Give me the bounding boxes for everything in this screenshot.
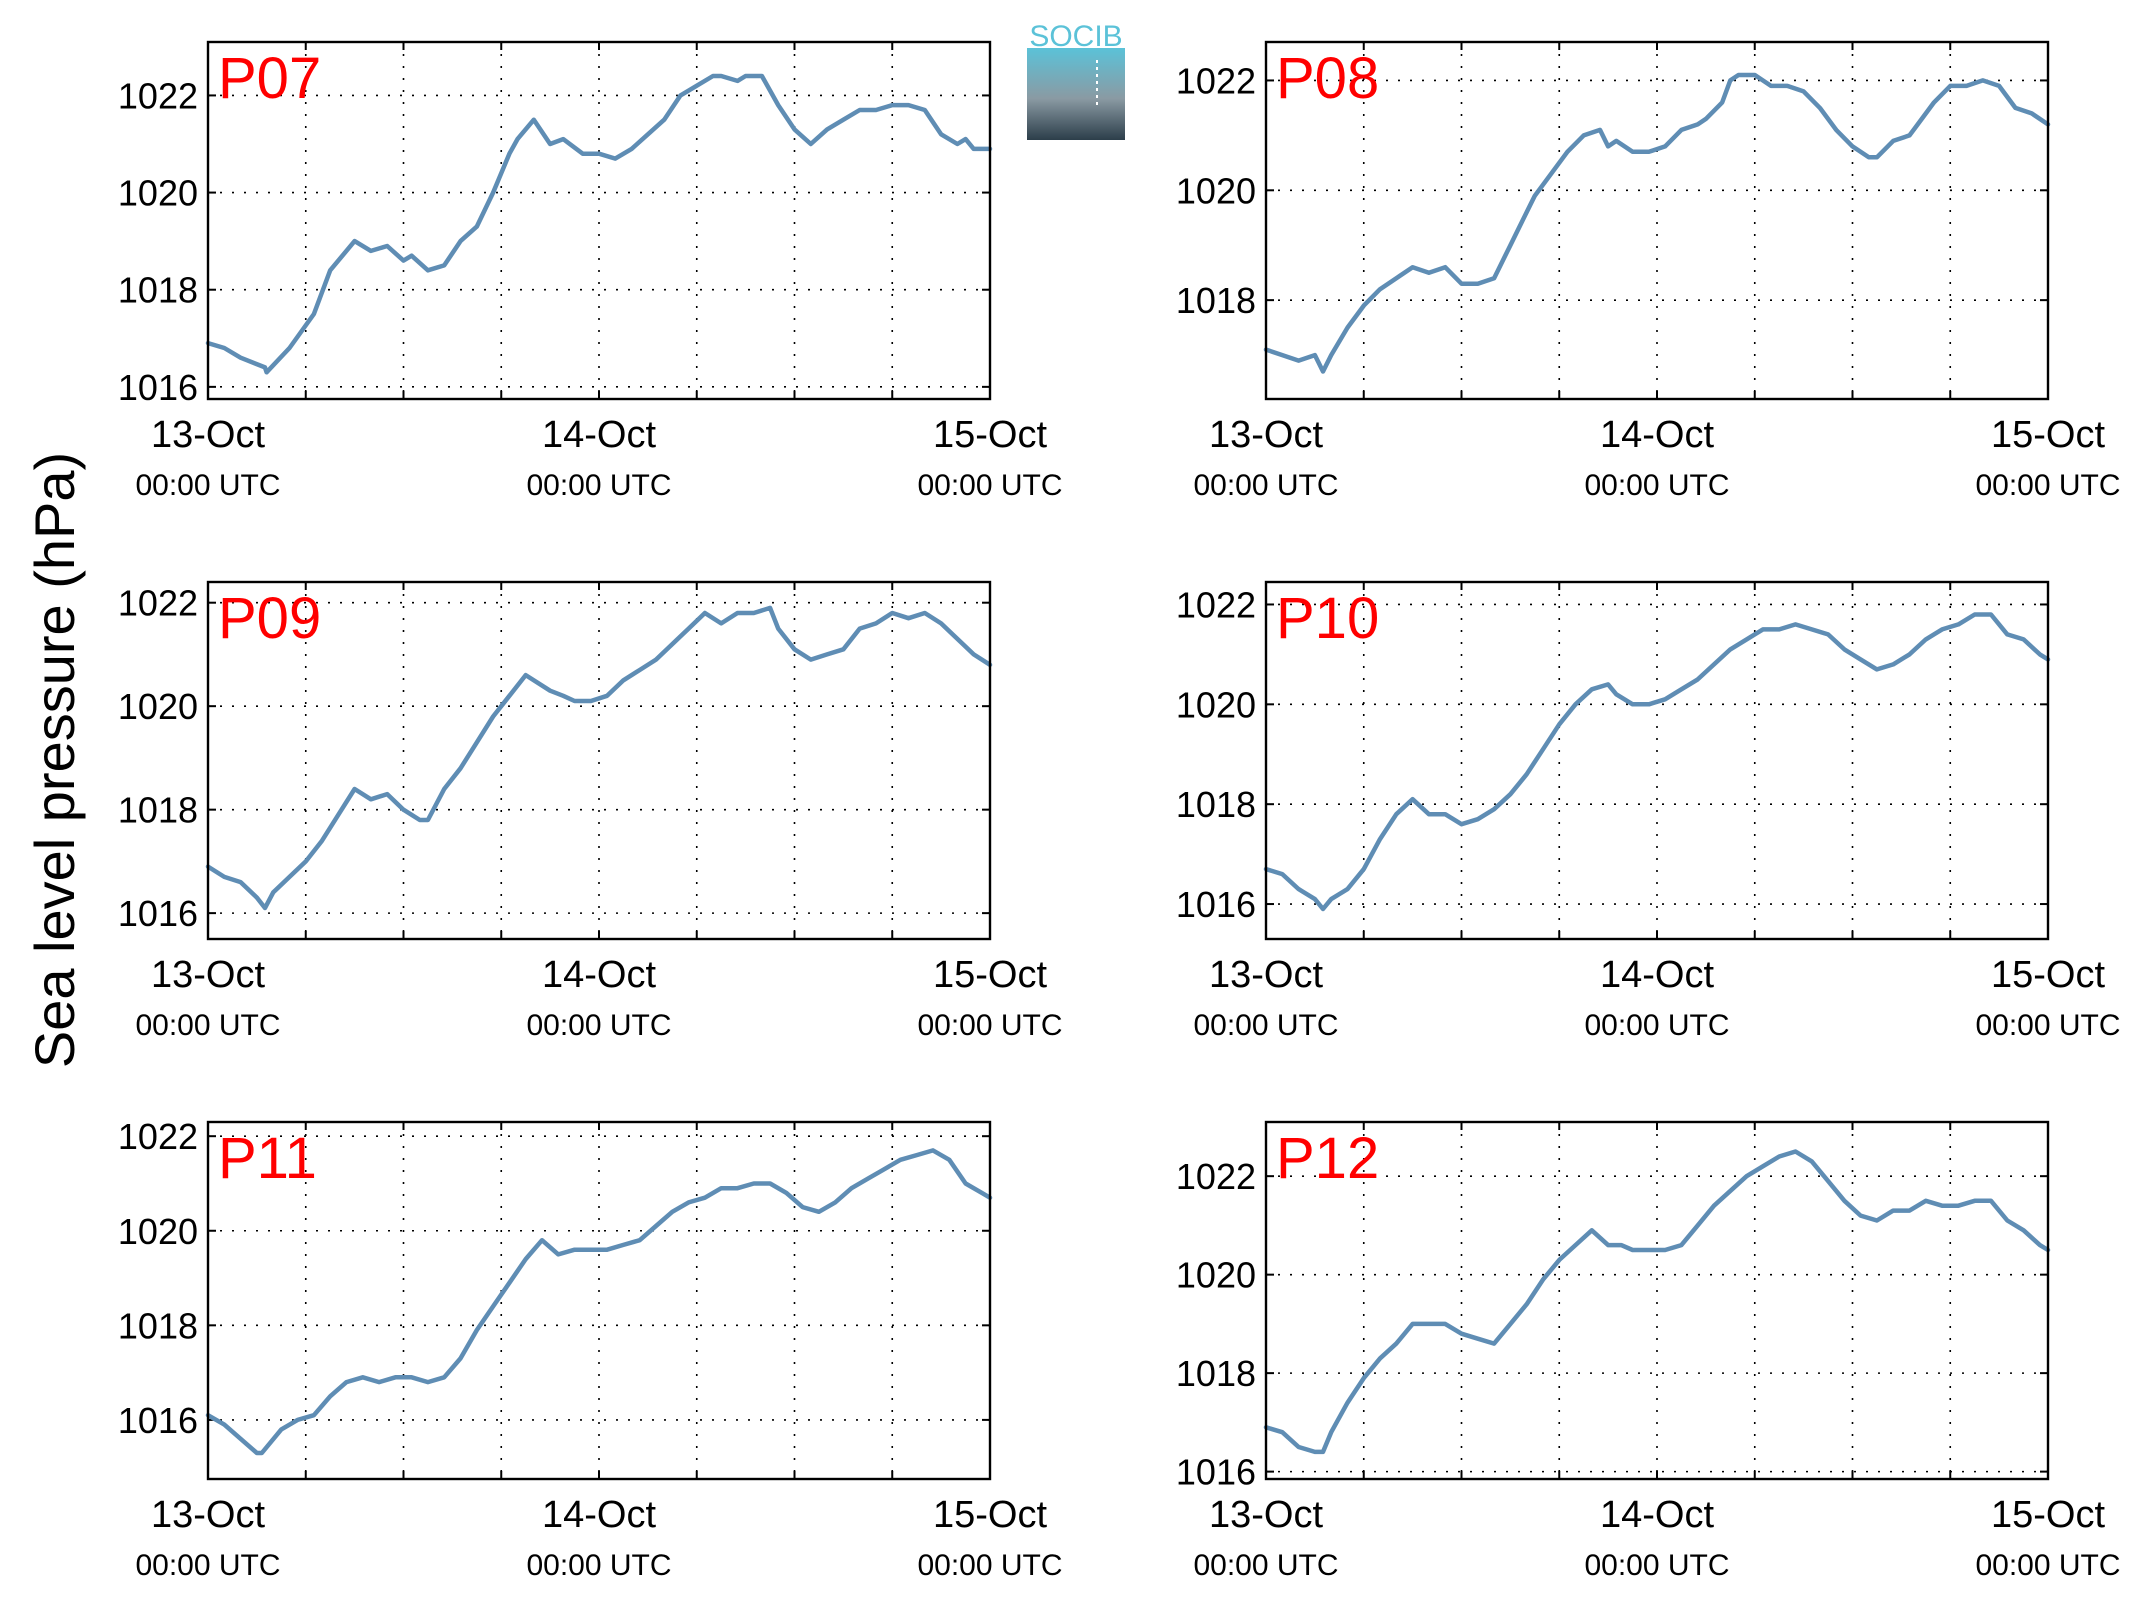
y-tick-label: 1020	[1176, 170, 1256, 211]
x-tick-label-date: 13-Oct	[1209, 414, 1323, 456]
y-tick-label: 1020	[118, 1211, 198, 1252]
y-tick-label: 1016	[118, 367, 198, 408]
y-tick-label: 1018	[118, 270, 198, 311]
x-tick-label-time: 00:00 UTC	[1584, 469, 1729, 502]
y-axis-label: Sea level pressure (hPa)	[23, 452, 86, 1068]
x-tick-label-time: 00:00 UTC	[1975, 469, 2120, 502]
station-label: P07	[218, 46, 321, 111]
x-tick-label-time: 00:00 UTC	[526, 1009, 671, 1042]
x-tick-label-date: 13-Oct	[151, 1494, 265, 1536]
y-tick-label: 1018	[1176, 1353, 1256, 1394]
x-tick-label-time: 00:00 UTC	[917, 1009, 1062, 1042]
chart-panel-p10: 1016 1018 1020 1022 13-Oct 00:00 UTC 14-Oct 00:…	[1176, 580, 2121, 1042]
x-tick-label-time: 00:00 UTC	[1193, 469, 1338, 502]
x-tick-label-date: 13-Oct	[1209, 954, 1323, 996]
y-tick-label: 1022	[1176, 60, 1256, 101]
x-tick-label-time: 00:00 UTC	[1584, 1009, 1729, 1042]
x-tick-label-date: 13-Oct	[151, 954, 265, 996]
y-tick-label: 1018	[1176, 784, 1256, 825]
x-tick-label-time: 00:00 UTC	[917, 469, 1062, 502]
axes-frame	[1264, 1120, 2050, 1481]
series-line-0	[1263, 612, 2051, 912]
y-tick-label: 1020	[1176, 1255, 1256, 1296]
station-label: P09	[218, 586, 321, 651]
x-tick-label-date: 15-Oct	[933, 1494, 1047, 1536]
x-tick-label-date: 14-Oct	[1600, 954, 1714, 996]
series-line-0	[205, 1148, 993, 1456]
axes-frame	[1264, 40, 2050, 401]
y-tick-label: 1022	[118, 583, 198, 624]
x-tick-label-date: 14-Oct	[1600, 414, 1714, 456]
x-tick-label-date: 14-Oct	[542, 954, 656, 996]
x-tick-label-date: 15-Oct	[933, 954, 1047, 996]
chart-panel-p09: 1016 1018 1020 1022 13-Oct 00:00 UTC 14-Oct 00:…	[118, 580, 1063, 1042]
y-tick-label: 1016	[118, 893, 198, 934]
chart-panel-p08: 1018 1020 1022 13-Oct 00:00 UTC 14-Oct 00:00 U…	[1176, 40, 2121, 502]
y-tick-label: 1020	[1176, 684, 1256, 725]
x-tick-label-date: 13-Oct	[1209, 1494, 1323, 1536]
x-tick-label-time: 00:00 UTC	[917, 1549, 1062, 1582]
y-tick-label: 1016	[1176, 884, 1256, 925]
chart-panel-p11: 1016 1018 1020 1022 13-Oct 00:00 UTC 14-Oct 00:…	[118, 1116, 1063, 1582]
x-tick-label-time: 00:00 UTC	[526, 469, 671, 502]
station-label: P12	[1276, 1126, 1379, 1191]
series-line-0	[205, 605, 993, 911]
x-tick-label-time: 00:00 UTC	[1584, 1549, 1729, 1582]
socib-logo-text: SOCIB	[1029, 20, 1122, 53]
socib-logo: SOCIB	[1027, 20, 1125, 140]
y-tick-label: 1018	[118, 1305, 198, 1346]
y-tick-label: 1022	[118, 75, 198, 116]
axes-frame	[206, 1120, 992, 1481]
axes-frame	[206, 580, 992, 941]
x-tick-label-date: 14-Oct	[542, 414, 656, 456]
panels: 1016 1018 1020 1022 13-Oct 00:00 UTC 14-Oct 00:…	[118, 40, 2121, 1582]
axes-frame	[1264, 580, 2050, 941]
y-tick-label: 1018	[1176, 280, 1256, 321]
x-tick-label-date: 15-Oct	[933, 414, 1047, 456]
chart-panel-p12: 1016 1018 1020 1022 13-Oct 00:00 UTC 14-Oct 00:…	[1176, 1120, 2121, 1582]
x-tick-label-date: 15-Oct	[1991, 1494, 2105, 1536]
series-line-0	[1263, 1149, 2051, 1455]
y-tick-label: 1016	[1176, 1452, 1256, 1493]
station-label: P10	[1276, 586, 1379, 651]
y-tick-label: 1016	[118, 1400, 198, 1441]
x-tick-label-time: 00:00 UTC	[1193, 1549, 1338, 1582]
series-line-0	[1263, 72, 2051, 374]
x-tick-label-time: 00:00 UTC	[1193, 1009, 1338, 1042]
x-tick-label-date: 15-Oct	[1991, 954, 2105, 996]
y-tick-label: 1020	[118, 173, 198, 214]
y-tick-label: 1022	[1176, 584, 1256, 625]
y-tick-label: 1020	[118, 686, 198, 727]
station-label: P11	[218, 1126, 317, 1191]
series-line-0	[205, 73, 993, 375]
x-tick-label-date: 14-Oct	[1600, 1494, 1714, 1536]
x-tick-label-date: 13-Oct	[151, 414, 265, 456]
y-tick-label: 1022	[118, 1116, 198, 1157]
x-tick-label-time: 00:00 UTC	[135, 1009, 280, 1042]
x-tick-label-time: 00:00 UTC	[526, 1549, 671, 1582]
chart-panel-p07: 1016 1018 1020 1022 13-Oct 00:00 UTC 14-Oct 00:…	[118, 40, 1063, 502]
x-tick-label-time: 00:00 UTC	[1975, 1009, 2120, 1042]
x-tick-label-time: 00:00 UTC	[1975, 1549, 2120, 1582]
y-tick-label: 1018	[118, 790, 198, 831]
x-tick-label-time: 00:00 UTC	[135, 1549, 280, 1582]
station-label: P08	[1276, 46, 1379, 111]
socib-logo-block	[1027, 48, 1125, 140]
x-tick-label-date: 15-Oct	[1991, 414, 2105, 456]
x-tick-label-time: 00:00 UTC	[135, 469, 280, 502]
x-tick-label-date: 14-Oct	[542, 1494, 656, 1536]
y-tick-label: 1022	[1176, 1156, 1256, 1197]
axes-frame	[206, 40, 992, 401]
